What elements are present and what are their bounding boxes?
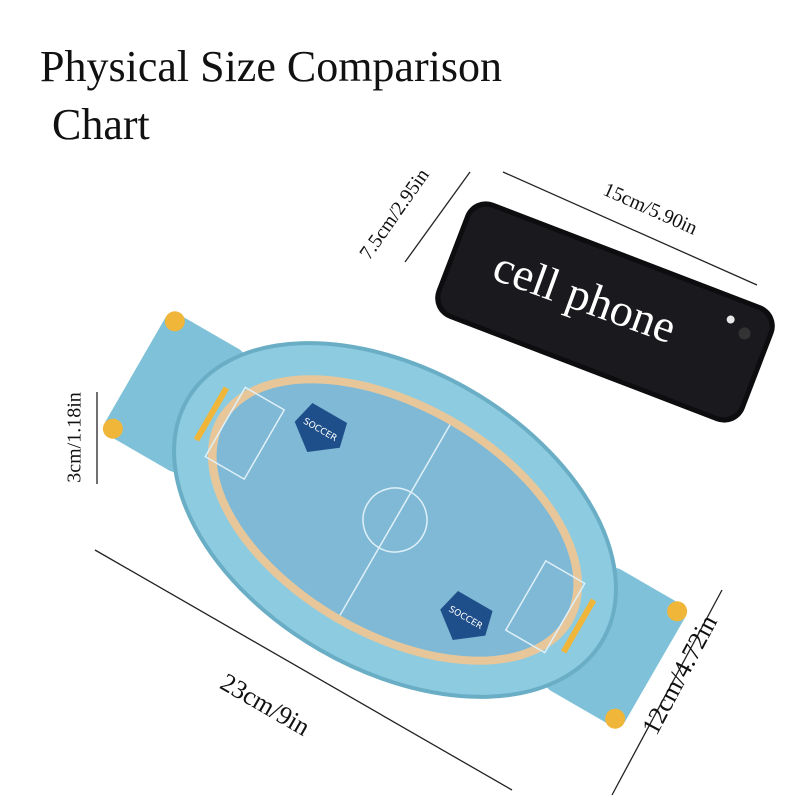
toy-height-label: 3cm/1.18in	[63, 392, 86, 483]
soccer-table-toy: SOCCER SOCCER	[102, 311, 688, 729]
camera-icon	[726, 315, 735, 324]
toy-length-line	[94, 549, 513, 791]
title-line-2: Chart	[52, 100, 150, 149]
dimension-lines	[94, 171, 758, 796]
cell-phone	[435, 201, 775, 423]
phone-length-line	[502, 171, 758, 286]
phone-width-line	[404, 171, 471, 263]
page-title: Physical Size Comparison Chart	[40, 38, 502, 154]
title-line-1: Physical Size Comparison	[40, 42, 502, 91]
toy-width-line	[611, 589, 723, 796]
